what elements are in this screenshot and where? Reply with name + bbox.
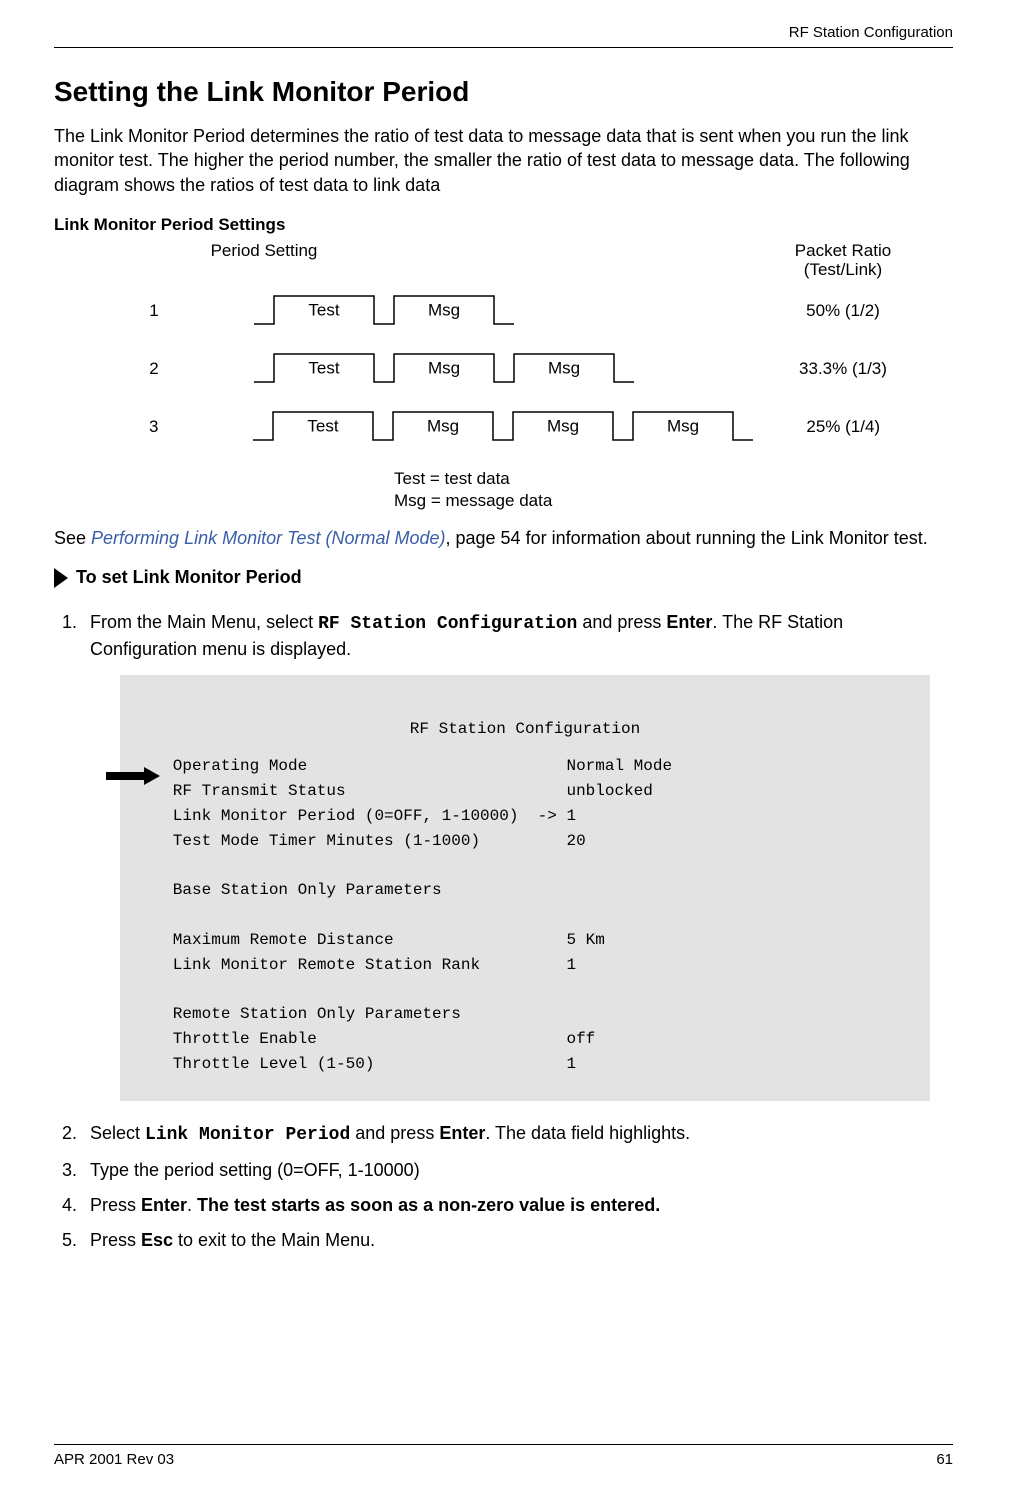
terminal-block: RF Station Configuration Operating Mode … [120, 675, 953, 1101]
step4-a: Press [90, 1195, 141, 1215]
see-link[interactable]: Performing Link Monitor Test (Normal Mod… [91, 528, 445, 548]
diagram-rows-container: 1 Test Msg 50% (1/2) 2 Test Msg Msg 33.3% (1/3) 3… [54, 294, 953, 444]
diagram-legend: Test = test data Msg = message data [394, 468, 953, 512]
step5-a: Press [90, 1230, 141, 1250]
step2-e: . The data field highlights. [485, 1123, 690, 1143]
step1-b: RF Station Configuration [318, 614, 577, 634]
terminal-title: RF Station Configuration [144, 717, 906, 742]
step-5: Press Esc to exit to the Main Menu. [82, 1228, 953, 1253]
period-setting-number: 1 [54, 301, 254, 321]
period-setting-number: 2 [54, 359, 254, 379]
see-reference: See Performing Link Monitor Test (Normal… [54, 528, 953, 549]
step-3: Type the period setting (0=OFF, 1-10000) [82, 1158, 953, 1183]
step2-b: Link Monitor Period [145, 1125, 350, 1145]
procedure-heading-text: To set Link Monitor Period [76, 567, 302, 588]
pulse-cell-label: Msg [667, 417, 699, 436]
step1-a: From the Main Menu, select [90, 612, 318, 632]
section-title: Setting the Link Monitor Period [54, 76, 953, 108]
page-footer: APR 2001 Rev 03 61 [54, 1444, 953, 1468]
terminal-pointer-arrow-icon [106, 767, 160, 792]
pulse-cell-label: Msg [428, 359, 460, 378]
pulse-cell-label: Msg [547, 417, 579, 436]
intro-paragraph: The Link Monitor Period determines the r… [54, 124, 953, 197]
procedure-steps: From the Main Menu, select RF Station Co… [54, 610, 953, 1253]
pulse-cell-label: Msg [428, 301, 460, 320]
diagram-header-left: Period Setting [54, 241, 414, 280]
diagram-row: 3 Test Msg Msg Msg 25% (1/4) [54, 410, 953, 444]
legend-line1: Test = test data [394, 469, 510, 488]
packet-ratio: 50% (1/2) [753, 301, 953, 321]
step-2: Select Link Monitor Period and press Ent… [82, 1121, 953, 1148]
diagram-row: 2 Test Msg Msg 33.3% (1/3) [54, 352, 953, 386]
pulse-cell-label: Test [308, 359, 339, 378]
step4-b: Enter [141, 1195, 187, 1215]
step2-c: and press [350, 1123, 439, 1143]
packet-ratio: 25% (1/4) [753, 417, 953, 437]
link-monitor-diagram: Period Setting Packet Ratio (Test/Link) … [54, 241, 953, 512]
legend-line2: Msg = message data [394, 491, 552, 510]
diagram-column-headers: Period Setting Packet Ratio (Test/Link) [54, 241, 953, 280]
step2-a: Select [90, 1123, 145, 1143]
pulse-cell-label: Test [308, 417, 339, 436]
footer-right: 61 [936, 1451, 953, 1468]
pulse-cell-label: Msg [427, 417, 459, 436]
page: RF Station Configuration Setting the Lin… [0, 0, 1013, 1496]
terminal-body: Operating Mode Normal Mode RF Transmit S… [144, 754, 906, 1076]
step-1: From the Main Menu, select RF Station Co… [82, 610, 953, 1100]
pulse-waveform: Test Msg [254, 294, 514, 328]
pulse-waveform: Test Msg Msg Msg [253, 410, 753, 444]
see-prefix: See [54, 528, 91, 548]
procedure-arrow-icon [54, 568, 68, 588]
diagram-row: 1 Test Msg 50% (1/2) [54, 294, 953, 328]
diagram-header-right-line2: (Test/Link) [804, 260, 882, 279]
step2-d: Enter [439, 1123, 485, 1143]
procedure-heading: To set Link Monitor Period [54, 567, 953, 588]
pulse-cell-label: Msg [548, 359, 580, 378]
see-suffix: , page 54 for information about running … [446, 528, 928, 548]
pulse-cell-label: Test [308, 301, 339, 320]
running-header: RF Station Configuration [54, 24, 953, 48]
step5-c: to exit to the Main Menu. [173, 1230, 375, 1250]
footer-left: APR 2001 Rev 03 [54, 1451, 174, 1468]
pulse-waveform: Test Msg Msg [254, 352, 634, 386]
diagram-caption: Link Monitor Period Settings [54, 215, 953, 235]
step1-c: and press [577, 612, 666, 632]
step1-d: Enter [666, 612, 712, 632]
diagram-header-right-line1: Packet Ratio [795, 241, 891, 260]
step5-b: Esc [141, 1230, 173, 1250]
step-4: Press Enter. The test starts as soon as … [82, 1193, 953, 1218]
packet-ratio: 33.3% (1/3) [753, 359, 953, 379]
period-setting-number: 3 [54, 417, 253, 437]
step4-c: . [187, 1195, 197, 1215]
step4-d: The test starts as soon as a non-zero va… [197, 1195, 660, 1215]
diagram-header-right: Packet Ratio (Test/Link) [753, 241, 953, 280]
terminal-screen: RF Station Configuration Operating Mode … [120, 675, 930, 1101]
